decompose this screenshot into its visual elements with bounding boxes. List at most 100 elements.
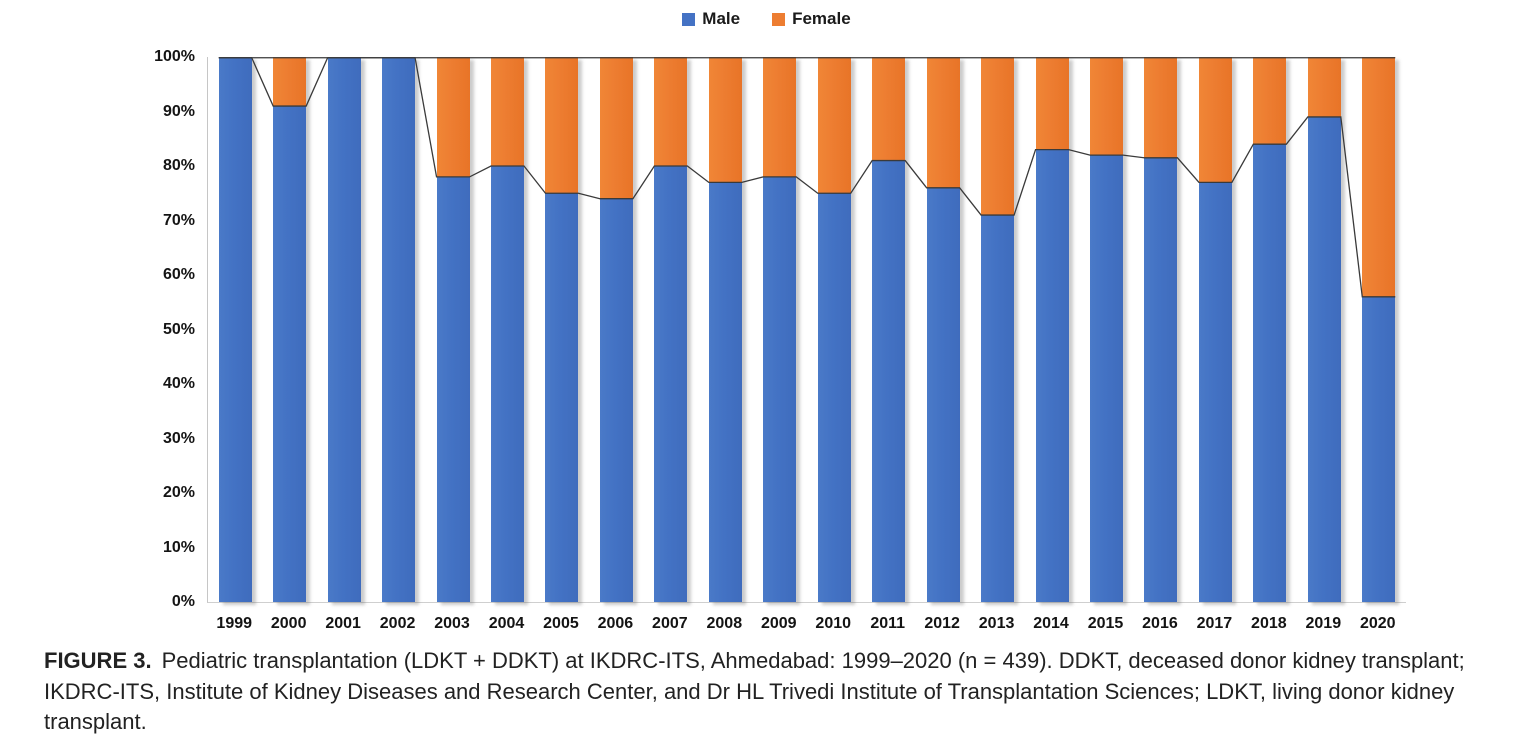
x-tick-2005: 2005 — [543, 615, 579, 632]
bar-2003-female-segment — [436, 57, 470, 177]
x-tick-2019: 2019 — [1305, 615, 1342, 632]
bar-2014 — [1035, 57, 1069, 602]
x-tick-2000: 2000 — [270, 615, 307, 632]
bar-2001 — [327, 57, 361, 602]
legend-swatch-female — [772, 12, 786, 26]
legend-item-male: Male — [682, 9, 740, 29]
x-tick-2008: 2008 — [706, 615, 743, 632]
x-tick-2004: 2004 — [488, 615, 525, 632]
x-tick-1999: 1999 — [216, 615, 253, 632]
y-tick-40: 40% — [162, 375, 195, 392]
bar-2005-male-segment — [545, 193, 579, 602]
y-tick-100: 100% — [154, 48, 195, 65]
bar-2004 — [491, 57, 524, 602]
legend-swatch-male — [682, 12, 696, 26]
bar-2013 — [981, 57, 1015, 602]
series-connector-lines — [218, 57, 1396, 298]
x-tick-2018: 2018 — [1251, 615, 1287, 632]
x-tick-2013: 2013 — [978, 615, 1015, 632]
legend-label: Male — [702, 9, 741, 28]
bar-2004-female-segment — [491, 57, 524, 166]
bar-2010-female-segment — [817, 57, 851, 194]
plot-area — [207, 57, 1406, 603]
bar-2002 — [382, 57, 416, 602]
bar-2019 — [1307, 57, 1341, 602]
bar-2014-female-segment — [1035, 57, 1069, 150]
bar-2005-female-segment — [545, 57, 579, 194]
bar-2007 — [654, 57, 688, 602]
bar-2018-female-segment — [1253, 57, 1287, 145]
bar-2002-male-segment — [382, 57, 416, 602]
bar-2012-male-segment — [926, 187, 960, 602]
bar-2007-female-segment — [654, 57, 688, 166]
bar-2017 — [1198, 57, 1232, 602]
bar-2001-male-segment — [327, 57, 361, 602]
y-tick-10: 10% — [162, 538, 195, 556]
y-tick-70: 70% — [162, 211, 195, 229]
x-tick-2012: 2012 — [924, 615, 960, 632]
bar-2005 — [545, 57, 579, 602]
bar-2015-male-segment — [1090, 155, 1123, 602]
bar-2004-male-segment — [491, 166, 524, 602]
bar-2003 — [436, 57, 470, 602]
bar-2012-female-segment — [926, 57, 960, 188]
bar-2013-male-segment — [981, 215, 1015, 602]
bar-1999-male-segment — [218, 57, 252, 602]
bar-2014-male-segment — [1035, 149, 1069, 602]
bar-2020-female-segment — [1362, 57, 1396, 297]
figure-caption-text: Pediatric transplantation (LDKT + DDKT) … — [44, 648, 1465, 734]
bar-2015 — [1090, 57, 1123, 602]
bar-2007-male-segment — [654, 166, 688, 602]
y-tick-90: 90% — [162, 102, 195, 120]
bar-2019-male-segment — [1307, 116, 1341, 602]
x-tick-2010: 2010 — [815, 615, 852, 632]
bar-2016-male-segment — [1144, 157, 1178, 602]
bar-2019-female-segment — [1307, 57, 1341, 117]
x-tick-2003: 2003 — [434, 615, 470, 632]
legend-label: Female — [792, 9, 851, 28]
bar-2016-female-segment — [1144, 57, 1178, 158]
bar-2017-female-segment — [1198, 57, 1232, 183]
bar-2012 — [926, 57, 960, 602]
bar-2008-female-segment — [708, 57, 742, 183]
bar-2006-female-segment — [599, 57, 633, 199]
bar-2016 — [1144, 57, 1178, 602]
figure-caption: FIGURE 3. Pediatric transplantation (LDKT… — [44, 646, 1506, 738]
x-tick-2001: 2001 — [325, 615, 361, 632]
bar-2011 — [872, 57, 906, 602]
y-tick-30: 30% — [162, 429, 195, 447]
bar-2009 — [763, 57, 797, 602]
figure-caption-label: FIGURE 3. — [44, 648, 152, 673]
y-tick-50: 50% — [162, 320, 195, 338]
x-tick-2006: 2006 — [597, 615, 634, 632]
bar-2018-male-segment — [1253, 144, 1287, 602]
bar-2003-male-segment — [436, 176, 470, 602]
y-tick-0: 0% — [171, 593, 195, 610]
bar-2018 — [1253, 57, 1287, 602]
bar-2011-female-segment — [872, 57, 906, 161]
bar-2000 — [273, 57, 307, 602]
bar-2006-male-segment — [599, 198, 633, 602]
bar-2010-male-segment — [817, 193, 851, 602]
bar-2017-male-segment — [1198, 182, 1232, 602]
x-tick-2011: 2011 — [870, 615, 906, 632]
bar-2008 — [708, 57, 742, 602]
x-tick-2014: 2014 — [1033, 615, 1069, 632]
bar-1999 — [218, 57, 252, 602]
bar-2009-female-segment — [763, 57, 797, 177]
x-tick-2017: 2017 — [1196, 615, 1233, 632]
bar-2011-male-segment — [872, 160, 906, 602]
chart-legend: Male Female — [0, 9, 1533, 29]
x-tick-2002: 2002 — [379, 615, 416, 632]
y-tick-60: 60% — [162, 266, 195, 283]
x-tick-2009: 2009 — [760, 615, 797, 632]
bar-2015-female-segment — [1090, 57, 1123, 156]
y-tick-80: 80% — [162, 157, 195, 174]
x-tick-2016: 2016 — [1142, 615, 1178, 632]
bar-2010 — [817, 57, 851, 602]
bar-2013-female-segment — [981, 57, 1015, 216]
bar-2020-male-segment — [1362, 296, 1396, 602]
x-tick-2015: 2015 — [1087, 615, 1124, 632]
bar-2020 — [1362, 57, 1396, 602]
